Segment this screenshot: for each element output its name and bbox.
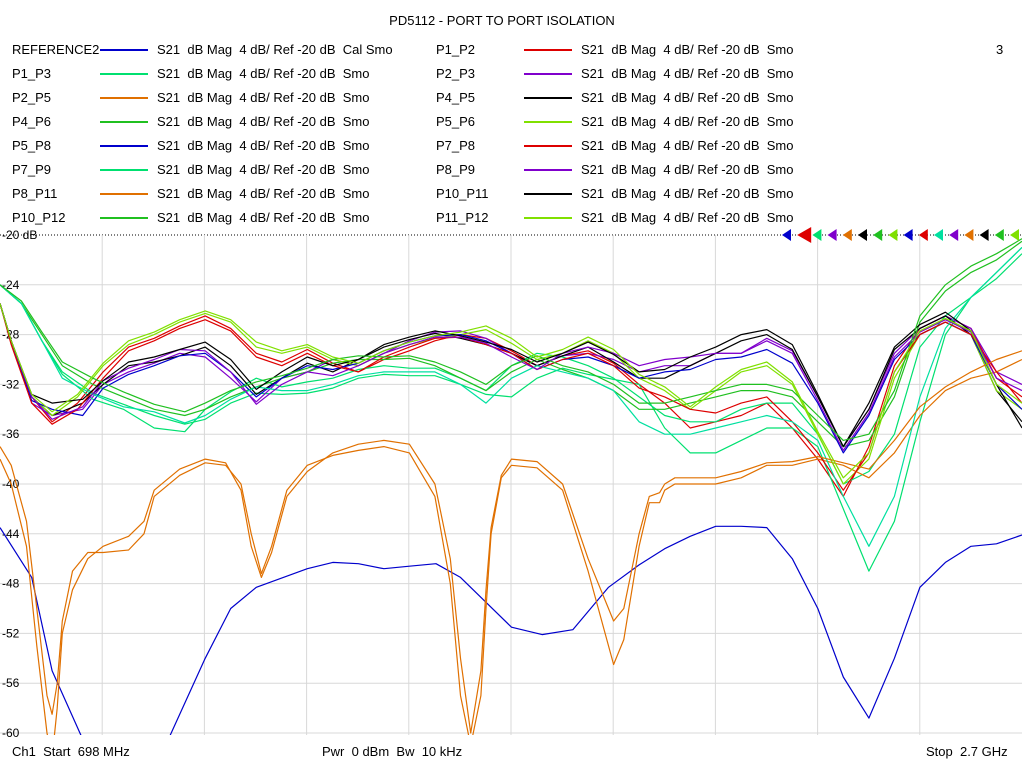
legend-desc-right: S21 dB Mag 4 dB/ Ref -20 dB Smo bbox=[581, 162, 794, 177]
legend-name-left: P8_P11 bbox=[12, 186, 58, 201]
chart-title: PD5112 - PORT TO PORT ISOLATION bbox=[389, 13, 615, 28]
y-tick-label: -20 dB bbox=[2, 228, 37, 242]
legend-swatch bbox=[100, 49, 148, 51]
legend-swatch bbox=[524, 49, 572, 51]
legend-swatch bbox=[524, 193, 572, 195]
legend-swatch bbox=[100, 193, 148, 195]
legend-desc-right: S21 dB Mag 4 dB/ Ref -20 dB Smo bbox=[581, 90, 794, 105]
ref-marker-triangle bbox=[888, 229, 898, 241]
legend-swatch bbox=[100, 145, 148, 147]
series-line-p8-p11 bbox=[0, 350, 1022, 735]
legend-desc-right: S21 dB Mag 4 dB/ Ref -20 dB Smo bbox=[581, 66, 794, 81]
legend-desc-left: S21 dB Mag 4 dB/ Ref -20 dB Cal Smo bbox=[157, 42, 393, 57]
ref-marker-triangle bbox=[934, 229, 943, 241]
legend-swatch bbox=[524, 145, 572, 147]
series-line-p7-p8 bbox=[0, 303, 1022, 491]
legend-swatch bbox=[100, 217, 148, 219]
legend-swatch bbox=[100, 121, 148, 123]
legend-desc-right: S21 dB Mag 4 dB/ Ref -20 dB Smo bbox=[581, 138, 794, 153]
legend-name-left: P10_P12 bbox=[12, 210, 66, 225]
ref-marker-triangle bbox=[949, 229, 959, 241]
ref-marker-triangle bbox=[979, 229, 989, 241]
legend-desc-left: S21 dB Mag 4 dB/ Ref -20 dB Smo bbox=[157, 138, 370, 153]
series-traces bbox=[0, 238, 1022, 735]
y-tick-label: -32 bbox=[2, 377, 20, 391]
legend-desc-right: S21 dB Mag 4 dB/ Ref -20 dB Smo bbox=[581, 210, 794, 225]
legend-swatch bbox=[100, 169, 148, 171]
channel-number: 3 bbox=[996, 42, 1004, 57]
stimulus-label: Pwr 0 dBm Bw 10 kHz bbox=[322, 744, 463, 759]
legend-swatch bbox=[524, 97, 572, 99]
y-tick-label: -28 bbox=[2, 328, 20, 342]
ref-marker-triangle bbox=[842, 229, 852, 241]
y-tick-labels: -20 dB-24-28-32-36-40-44-48-52-56-60 bbox=[2, 228, 37, 740]
series-line-p7-p9 bbox=[0, 246, 1022, 547]
series-line-p11-p12 bbox=[0, 303, 1022, 479]
legend-desc-right: S21 dB Mag 4 dB/ Ref -20 dB Smo bbox=[581, 186, 794, 201]
series-line-p1-p2 bbox=[0, 303, 1022, 497]
ref-marker-triangle bbox=[918, 229, 928, 241]
legend-desc-left: S21 dB Mag 4 dB/ Ref -20 dB Smo bbox=[157, 90, 370, 105]
legend-swatch bbox=[100, 73, 148, 75]
reference-markers bbox=[782, 227, 1019, 243]
ref-marker-triangle bbox=[782, 229, 791, 241]
legend-swatch bbox=[524, 217, 572, 219]
start-frequency-label: Ch1 Start 698 MHz bbox=[12, 744, 130, 759]
ref-marker-triangle bbox=[903, 229, 913, 241]
legend-swatch bbox=[524, 169, 572, 171]
legend-desc-left: S21 dB Mag 4 dB/ Ref -20 dB Smo bbox=[157, 66, 370, 81]
legend-swatch bbox=[100, 97, 148, 99]
y-tick-label: -52 bbox=[2, 626, 20, 640]
legend-desc-left: S21 dB Mag 4 dB/ Ref -20 dB Smo bbox=[157, 186, 370, 201]
ref-marker-triangle bbox=[812, 229, 822, 241]
legend-desc-right: S21 dB Mag 4 dB/ Ref -20 dB Smo bbox=[581, 42, 794, 57]
series-line-p10-p12 bbox=[0, 238, 1022, 441]
legend-name-right: P8_P9 bbox=[436, 162, 476, 177]
legend-name-left: P2_P5 bbox=[12, 90, 52, 105]
series-line-reference2 bbox=[0, 525, 1022, 735]
stop-frequency-label: Stop 2.7 GHz bbox=[926, 744, 1008, 759]
legend-name-left: P5_P8 bbox=[12, 138, 52, 153]
legend-name-right: P1_P2 bbox=[436, 42, 476, 57]
series-line-p2-p5 bbox=[0, 358, 1022, 735]
ref-marker-triangle bbox=[994, 229, 1004, 241]
series-line-p4-p6 bbox=[0, 240, 1022, 448]
ref-marker-triangle bbox=[858, 229, 867, 241]
legend-swatch bbox=[524, 121, 572, 123]
legend-name-left: P1_P3 bbox=[12, 66, 52, 81]
y-tick-label: -56 bbox=[2, 676, 20, 690]
legend-name-left: P7_P9 bbox=[12, 162, 52, 177]
series-line-p8-p9 bbox=[0, 303, 1022, 451]
legend-name-left: P4_P6 bbox=[12, 114, 52, 129]
series-line-p5-p6 bbox=[0, 303, 1022, 485]
ref-marker-triangle bbox=[964, 229, 974, 241]
y-tick-label: -60 bbox=[2, 726, 20, 740]
ref-marker-triangle bbox=[827, 229, 837, 241]
grid bbox=[0, 234, 1022, 735]
series-line-p5-p8 bbox=[0, 303, 1022, 454]
ref-marker-triangle bbox=[797, 227, 812, 243]
legend-name-right: P5_P6 bbox=[436, 114, 476, 129]
legend-name-right: P11_P12 bbox=[436, 210, 489, 225]
legend-desc-left: S21 dB Mag 4 dB/ Ref -20 dB Smo bbox=[157, 210, 370, 225]
y-tick-label: -24 bbox=[2, 278, 20, 292]
legend-desc-left: S21 dB Mag 4 dB/ Ref -20 dB Smo bbox=[157, 162, 370, 177]
legend-name-left: REFERENCE2 bbox=[12, 42, 100, 57]
legend-name-right: P10_P11 bbox=[436, 186, 489, 201]
y-tick-label: -48 bbox=[2, 577, 20, 591]
legend-desc-right: S21 dB Mag 4 dB/ Ref -20 dB Smo bbox=[581, 114, 794, 129]
legend-swatch bbox=[524, 73, 572, 75]
ref-marker-triangle bbox=[873, 229, 883, 241]
legend-name-right: P4_P5 bbox=[436, 90, 476, 105]
series-line-p1-p3 bbox=[0, 246, 1022, 572]
ref-marker-triangle bbox=[1010, 229, 1019, 241]
legend-name-right: P2_P3 bbox=[436, 66, 476, 81]
y-tick-label: -36 bbox=[2, 427, 20, 441]
legend-desc-left: S21 dB Mag 4 dB/ Ref -20 dB Smo bbox=[157, 114, 370, 129]
legend-name-right: P7_P8 bbox=[436, 138, 476, 153]
